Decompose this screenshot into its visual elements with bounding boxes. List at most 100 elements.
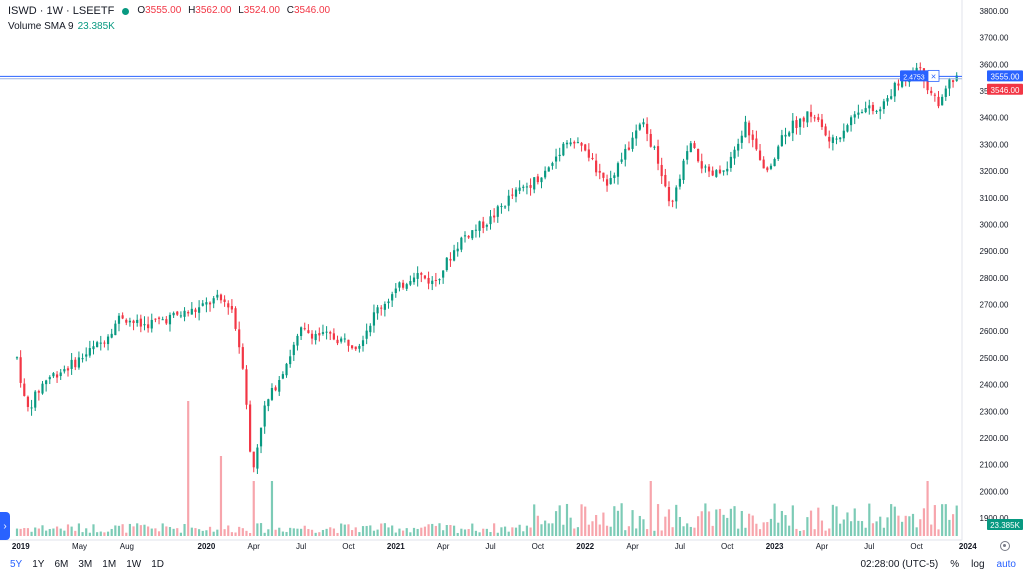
candle-body — [143, 324, 146, 326]
candle-body — [183, 310, 186, 317]
volume-bar — [256, 523, 259, 536]
chevron-right-icon: › — [3, 520, 7, 532]
candle-body — [420, 273, 423, 275]
candle-body — [915, 67, 918, 72]
range-1w[interactable]: 1W — [126, 559, 142, 570]
candle-body — [270, 387, 274, 400]
bid-price-label: 3546.00 — [991, 86, 1020, 95]
candle-body — [875, 110, 878, 112]
candle-body — [820, 119, 824, 128]
candle-body — [857, 112, 860, 115]
volume-bar — [689, 526, 692, 536]
candle-body — [737, 143, 740, 151]
candle-body — [285, 363, 288, 376]
candle-body — [212, 298, 215, 304]
candle-body — [664, 174, 667, 187]
candle-body — [576, 142, 580, 144]
candle-body — [879, 109, 882, 112]
volume-bar — [740, 510, 743, 536]
candle-body — [474, 229, 478, 231]
candle-body — [99, 342, 102, 344]
volume-bar — [310, 529, 314, 536]
candle-body — [380, 307, 383, 309]
volume-bar — [839, 523, 842, 536]
range-1m[interactable]: 1M — [102, 559, 117, 570]
timezone-clock[interactable]: 02:28:00 (UTC-5) — [860, 559, 939, 570]
volume-bar — [179, 532, 182, 536]
volume-bar — [904, 515, 907, 536]
settings-gear-icon[interactable] — [1000, 541, 1010, 551]
candle-body — [900, 78, 904, 87]
volume-bar — [944, 504, 947, 536]
range-5y[interactable]: 5Y — [10, 559, 23, 570]
candle-body — [19, 357, 22, 383]
candle-body — [642, 122, 645, 125]
candle-body — [551, 163, 554, 166]
volume-bar — [762, 522, 765, 536]
volume-bar — [442, 530, 445, 536]
volume-bar — [55, 526, 59, 536]
symbol-title[interactable]: ISWD · 1W · LSEETF — [8, 5, 115, 17]
collapse-panel-button[interactable]: › — [0, 512, 10, 540]
range-6m[interactable]: 6M — [54, 559, 69, 570]
y-tick-label: 2700.00 — [980, 301, 1009, 310]
auto-scale-toggle[interactable]: auto — [996, 559, 1016, 570]
volume-bar — [449, 524, 452, 536]
volume-bar — [598, 524, 601, 536]
candle-body — [376, 307, 379, 314]
volume-bar — [780, 510, 783, 536]
volume-bar — [653, 530, 656, 536]
candle-body — [591, 157, 594, 160]
volume-bar — [205, 530, 208, 536]
volume-bar — [303, 525, 306, 536]
range-1d[interactable]: 1D — [151, 559, 164, 570]
candle-body — [471, 230, 474, 239]
candle-body — [755, 138, 758, 150]
candle-body — [678, 178, 681, 187]
volume-bar — [911, 513, 915, 536]
volume-bar — [227, 525, 230, 536]
candle-body — [227, 303, 230, 308]
candle-body — [802, 117, 805, 122]
volume-bar — [289, 527, 292, 536]
open-value: 3555.00 — [145, 5, 182, 16]
volume-bar — [922, 508, 926, 536]
volume-bar — [103, 532, 106, 536]
candle-body — [74, 359, 77, 368]
volume-bar — [278, 527, 281, 536]
candle-body — [493, 215, 496, 218]
volume-bar — [915, 527, 918, 536]
range-3m[interactable]: 3M — [78, 559, 93, 570]
percent-scale-toggle[interactable]: % — [950, 559, 960, 570]
candle-body — [179, 315, 182, 317]
log-scale-toggle[interactable]: log — [971, 559, 985, 570]
volume-bar — [802, 530, 805, 536]
volume-bar — [748, 513, 751, 536]
candle-body — [769, 165, 773, 169]
close-marker-button[interactable] — [927, 69, 940, 82]
volume-bar — [831, 504, 834, 536]
candle-body — [292, 344, 295, 356]
candle-body — [350, 345, 354, 349]
x-tick-label: 2022 — [576, 542, 594, 551]
bottom-right-controls: 02:28:00 (UTC-5) % log auto — [860, 559, 1016, 570]
volume-bar — [809, 510, 813, 536]
range-1y[interactable]: 1Y — [32, 559, 45, 570]
candle-body — [394, 288, 397, 294]
close-icon[interactable]: × — [931, 71, 936, 81]
volume-bar — [544, 520, 547, 536]
indicator-row[interactable]: Volume SMA 9 23.385K — [8, 20, 334, 34]
candle-body — [52, 373, 55, 377]
chart-canvas[interactable]: 1900.00 2000.00 2100.00 2200.00 2300.00 2400.… — [0, 0, 1024, 556]
candle-body — [536, 176, 539, 183]
bid-price-badge — [987, 83, 1023, 95]
candle-body — [398, 282, 401, 288]
candle-body — [234, 308, 237, 329]
candle-body — [544, 170, 547, 178]
volume-bar — [147, 526, 150, 536]
candle-body — [63, 369, 66, 372]
volume-bar — [77, 523, 81, 536]
candle-body — [318, 333, 321, 336]
candle-body — [558, 154, 561, 157]
candle-body — [733, 149, 736, 159]
